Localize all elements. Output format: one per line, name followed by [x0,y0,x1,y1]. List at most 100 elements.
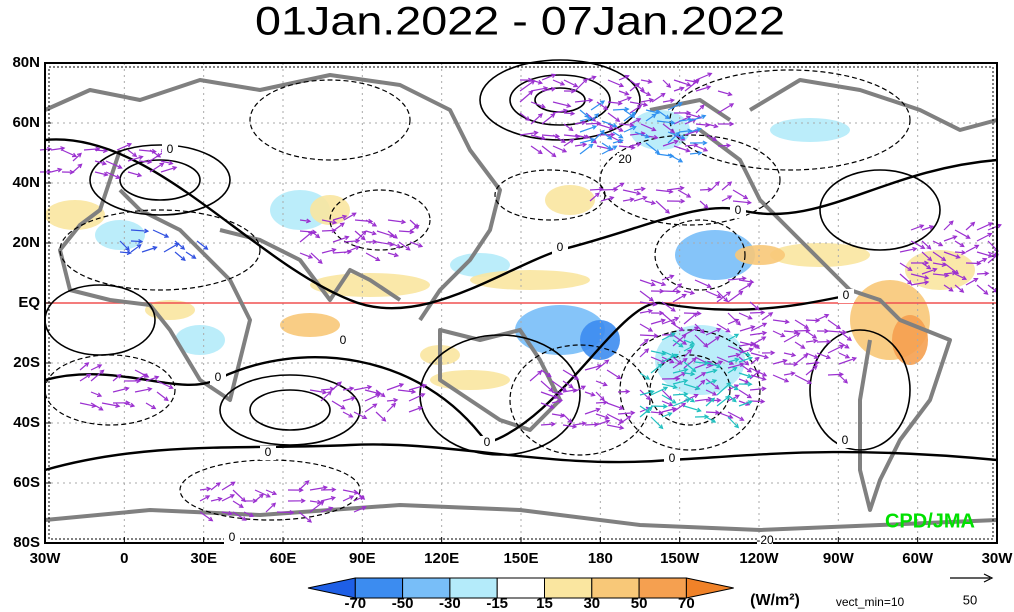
vector-arrow [716,291,731,303]
vector-arrow [727,277,746,281]
vector-arrow [716,323,730,333]
vector-arrow-head [669,98,676,104]
vector-arrow [584,391,595,396]
colorbar-end [685,577,734,599]
vector-arrow-head [681,293,687,299]
vector-arrow-head [755,369,761,375]
vector-arrow-head [673,353,679,359]
vector-arrow [976,251,993,257]
vector-arrow-head [543,86,549,91]
colorbar-label: -70 [344,595,366,612]
vector-arrow-head [727,195,733,200]
vector-arrow [364,393,381,402]
vector-arrow [386,383,404,391]
vector-arrow-head [331,247,337,253]
vector-arrow [910,224,924,231]
vector-arrow-head [553,394,559,400]
vector-arrow-head [344,235,350,241]
vector-arrow [976,222,993,231]
vector-arrow-head [115,174,121,179]
vector-arrow [662,140,678,147]
vector-arrow-head [699,104,705,110]
vector-arrow [921,251,932,261]
vector-arrow [573,422,586,426]
vector-arrow-head [618,133,624,139]
vector-arrow [174,240,185,250]
vector-arrow-head [712,368,718,374]
vector-arrow [683,394,698,402]
vector-arrow [749,311,765,314]
vector-arrow [600,188,618,191]
vector-arrow-head [741,276,747,282]
contour-label: 0 [229,530,236,544]
vector-arrow-head [726,382,732,388]
vector-arrow [607,123,623,132]
vector-arrow [320,391,332,402]
vector-arrow [651,93,665,103]
vector-arrow [541,113,555,125]
vector-arrow [617,412,635,415]
vector-arrow [321,219,337,224]
vector-arrow [645,142,660,154]
vector-arrow [976,284,988,295]
vector-arrow-head [846,336,852,342]
vector-arrow [689,152,702,155]
contour-label: 0 [735,203,742,217]
vector-arrow [299,252,313,259]
vector-arrow-head [136,172,143,178]
vector-arrow [606,402,624,410]
vector-arrow-head [217,496,223,502]
vector-arrow [408,384,427,391]
vector-arrow [310,252,323,264]
vector-arrow [596,101,608,110]
vector-arrow [705,290,721,298]
vector-arrow-head [259,493,265,499]
vector-arrow-head [603,105,609,111]
vector-arrow [354,230,367,243]
vector-arrow [634,131,649,138]
vector-arrow-head [595,407,601,413]
vector-arrow [662,123,675,133]
vector-arrow [623,126,636,133]
vector-arrow-head [405,245,411,251]
vector-arrow-head [540,135,547,141]
vector-arrow [783,372,795,376]
vector-arrow-head [76,152,82,158]
vector-arrow-head [926,244,932,250]
vector-arrow [530,79,542,84]
vector-arrow-head [124,386,130,392]
vector-arrow-head [691,357,697,363]
vector-arrow [976,258,987,264]
vector-arrow-head [711,379,718,384]
vector-arrow [705,389,717,396]
vector-arrow [618,123,634,126]
vector-arrow-head [317,259,323,264]
vector-arrow [387,241,401,248]
vector-arrow [656,120,675,124]
vector-arrow-head [791,352,797,358]
vector-arrow-head [812,365,818,370]
vector-arrow-head [970,221,976,227]
vector-arrow-head [681,402,687,408]
vector-arrow [365,252,380,261]
shade-patch [280,313,340,337]
vector-arrow [595,359,609,371]
vector-arrow-head [626,415,632,421]
vector-arrow [152,229,169,238]
vector-arrow [552,79,565,86]
vector-arrow-head [941,256,947,262]
contour [819,169,941,251]
vector-arrow-head [205,495,211,500]
vector-arrow-head [561,148,568,153]
vector-arrow [196,240,208,250]
vector-arrow-head [693,393,699,399]
vector-arrow-head [658,410,664,416]
vector-arrow-head [117,164,123,169]
vector-arrow [149,162,164,173]
vector-arrow-head [164,233,170,238]
vector-arrow [590,113,599,122]
vector-arrow-head [229,494,236,499]
vector-arrow-head [729,360,735,365]
vector-arrow-head [738,290,744,296]
vector-arrow [633,188,645,191]
